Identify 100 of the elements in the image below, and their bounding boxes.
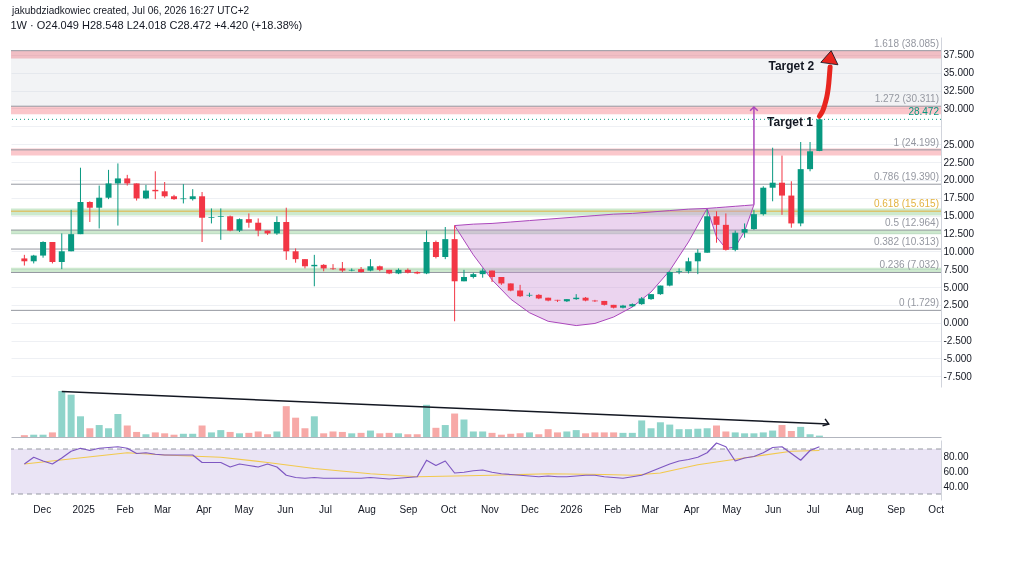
x-tick-label: Oct: [440, 503, 457, 515]
bar: [619, 432, 627, 437]
bar: [647, 428, 655, 437]
bar: [376, 433, 384, 437]
bar: [656, 422, 664, 437]
candlestick: [68, 209, 75, 252]
bar: [161, 433, 169, 437]
y-tick-label: 17.500: [943, 192, 975, 204]
bar: [207, 432, 215, 437]
candlestick: [49, 241, 56, 264]
bar: [95, 425, 103, 437]
x-tick-label: Apr: [683, 503, 701, 515]
candlestick: [778, 155, 785, 216]
bar: [198, 425, 206, 437]
x-tick-label: Mar: [641, 503, 660, 515]
ref-line-label: 28.472: [908, 106, 940, 118]
x-tick-label: Feb: [604, 503, 622, 515]
candlestick: [217, 207, 224, 241]
bar: [179, 433, 187, 437]
y-tick-label: -5.000: [943, 352, 973, 364]
ref-line-label: 0.618 (15.615): [873, 198, 939, 210]
candlestick: [273, 215, 280, 236]
y-tick-label: 80.00: [943, 451, 969, 462]
x-tick-label: Sep: [399, 503, 418, 515]
bar: [535, 434, 543, 437]
bar: [610, 432, 618, 437]
y-tick-label: 10.000: [943, 245, 975, 257]
bar: [460, 419, 468, 437]
y-tick-label: 7.500: [943, 263, 969, 275]
x-tick-label: Oct: [928, 503, 945, 515]
y-tick-label: 22.500: [943, 156, 975, 168]
bar: [731, 432, 739, 437]
y-tick-label: 35.000: [943, 67, 975, 79]
y-tick-label: 5.000: [943, 281, 969, 293]
candlestick: [807, 141, 814, 172]
bar: [554, 432, 562, 437]
bar: [488, 432, 496, 437]
bar: [189, 433, 197, 437]
candlestick: [330, 263, 337, 271]
bar: [123, 425, 131, 437]
x-tick-label: Jul: [319, 503, 332, 515]
bar: [338, 431, 346, 437]
bar: [310, 416, 318, 437]
y-tick-label: 25.000: [943, 138, 975, 150]
x-tick-label: Sep: [887, 503, 906, 515]
x-tick-label: 2025: [72, 503, 96, 515]
x-tick-label: Dec: [521, 503, 539, 515]
x-tick-label: Jun: [765, 503, 782, 515]
text: jakubdziadkowiec created, Jul 06, 2026 16:27 UTC+2: [10, 4, 251, 18]
bar: [48, 432, 56, 437]
bar: [741, 433, 749, 437]
x-tick-label: 2026: [560, 503, 583, 515]
candlestick: [676, 267, 683, 275]
bar: [806, 434, 814, 437]
y-tick-label: 40.00: [943, 481, 969, 492]
y-tick-label: 30.000: [943, 102, 975, 114]
bar: [778, 425, 786, 437]
candlestick: [713, 210, 720, 244]
ref-line-label: 0.236 (7.032): [879, 259, 939, 271]
x-tick-label: Aug: [845, 503, 864, 515]
y-tick-label: 37.500: [943, 49, 975, 61]
candlestick: [489, 270, 496, 283]
bar: [366, 430, 374, 437]
line-series: [23, 442, 821, 480]
bar: [750, 433, 758, 437]
annotation: Target 2: [768, 59, 815, 74]
candlestick: [750, 209, 757, 231]
bar: [666, 424, 674, 437]
candlestick: [96, 185, 103, 229]
candlestick: [114, 162, 121, 227]
x-tick-label: Dec: [33, 503, 52, 515]
y-tick-label: 12.500: [943, 227, 975, 239]
annotation: Target 1: [767, 115, 814, 130]
bar: [133, 431, 141, 437]
bar: [591, 432, 599, 437]
bar: [58, 391, 66, 437]
bar: [67, 394, 75, 437]
bar: [479, 431, 487, 437]
y-tick-label: 60.00: [943, 466, 969, 477]
bar: [264, 434, 272, 437]
bar: [582, 433, 590, 437]
candlestick: [105, 169, 112, 200]
bar: [713, 425, 721, 437]
candlestick: [199, 191, 206, 243]
y-tick-label: 32.500: [943, 85, 975, 97]
chart-title: 1W · O24.049 H28.548 L24.018 C28.472 +4.420 (+18.38%): [10, 19, 303, 31]
x-tick-label: Feb: [116, 503, 135, 515]
bar: [469, 431, 477, 437]
y-tick-label: 15.000: [943, 210, 975, 222]
x-tick-label: Jun: [277, 503, 294, 515]
bar: [628, 432, 636, 437]
candlestick: [769, 147, 776, 202]
candlestick: [732, 230, 739, 252]
candlestick: [442, 226, 449, 260]
x-tick-label: Mar: [153, 503, 172, 515]
y-tick-label: -7.500: [943, 370, 973, 382]
candlestick: [460, 269, 467, 282]
bar: [516, 433, 524, 437]
ref-line-label: 1.272 (30.311): [874, 93, 939, 105]
bar: [292, 417, 300, 437]
